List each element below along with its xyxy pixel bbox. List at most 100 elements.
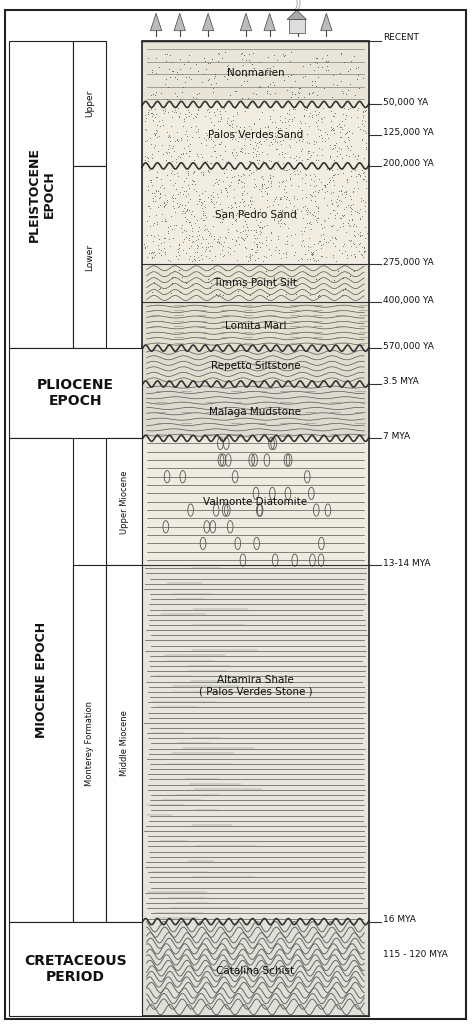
Point bbox=[295, 166, 302, 182]
Point bbox=[205, 270, 212, 287]
Point bbox=[153, 214, 160, 230]
Point bbox=[232, 199, 240, 215]
Point bbox=[306, 142, 313, 159]
Point bbox=[271, 190, 279, 207]
Point bbox=[149, 86, 157, 102]
Point bbox=[312, 208, 319, 224]
Point bbox=[186, 248, 193, 264]
Text: Lower: Lower bbox=[85, 244, 95, 270]
Point bbox=[151, 109, 159, 125]
Point bbox=[347, 163, 355, 179]
Point bbox=[342, 186, 350, 203]
Point bbox=[185, 180, 193, 197]
Point bbox=[148, 61, 155, 78]
Point bbox=[330, 177, 338, 194]
Point bbox=[259, 171, 267, 187]
Point bbox=[252, 222, 260, 239]
Text: Upper: Upper bbox=[85, 90, 95, 117]
Point bbox=[173, 131, 180, 147]
Point bbox=[286, 138, 293, 155]
Point bbox=[291, 101, 298, 118]
Point bbox=[172, 204, 179, 220]
Point bbox=[150, 125, 158, 141]
Point bbox=[358, 132, 366, 148]
Point bbox=[180, 230, 187, 247]
Point bbox=[214, 175, 222, 191]
Point bbox=[194, 62, 201, 79]
Point bbox=[219, 248, 227, 264]
Point bbox=[285, 220, 292, 237]
Point bbox=[252, 176, 259, 193]
Point bbox=[313, 210, 321, 226]
Point bbox=[337, 210, 345, 226]
Point bbox=[246, 252, 254, 268]
Point bbox=[315, 288, 322, 304]
Point bbox=[181, 139, 188, 156]
Point bbox=[272, 85, 279, 101]
Point bbox=[199, 166, 207, 182]
Point bbox=[256, 219, 263, 236]
Point bbox=[213, 185, 221, 202]
Point bbox=[174, 242, 182, 258]
Point bbox=[176, 90, 184, 106]
Point bbox=[340, 218, 347, 234]
Point bbox=[174, 250, 182, 266]
Point bbox=[253, 237, 260, 253]
Bar bbox=[73, 565, 106, 922]
Point bbox=[215, 233, 222, 250]
Point bbox=[215, 172, 223, 188]
Point bbox=[245, 253, 252, 269]
Point bbox=[146, 218, 154, 234]
Point bbox=[352, 60, 359, 77]
Point bbox=[356, 228, 364, 245]
Text: CRETACEOUS
PERIOD: CRETACEOUS PERIOD bbox=[25, 953, 127, 984]
Point bbox=[184, 52, 192, 69]
Point bbox=[277, 191, 284, 208]
Point bbox=[240, 198, 248, 214]
Point bbox=[225, 245, 232, 261]
Point bbox=[337, 182, 344, 199]
Point bbox=[284, 68, 292, 84]
Point bbox=[152, 169, 159, 185]
Point bbox=[180, 182, 188, 199]
Point bbox=[248, 276, 256, 293]
Point bbox=[212, 75, 219, 91]
Point bbox=[318, 130, 326, 146]
Point bbox=[300, 222, 307, 239]
Point bbox=[345, 140, 352, 157]
Point bbox=[318, 248, 326, 264]
Point bbox=[318, 111, 326, 127]
Point bbox=[312, 194, 319, 210]
Point bbox=[353, 71, 361, 87]
Point bbox=[166, 133, 174, 150]
Point bbox=[259, 253, 267, 269]
Point bbox=[192, 232, 199, 249]
Point bbox=[172, 269, 179, 286]
Point bbox=[211, 248, 219, 264]
Text: San Pedro Sand: San Pedro Sand bbox=[215, 210, 296, 220]
Point bbox=[331, 272, 338, 289]
Point bbox=[178, 179, 186, 196]
Point bbox=[217, 209, 224, 225]
Point bbox=[317, 248, 324, 264]
Point bbox=[285, 161, 293, 177]
Point bbox=[255, 272, 263, 289]
Point bbox=[231, 82, 239, 98]
Point bbox=[170, 190, 177, 207]
Point bbox=[281, 145, 289, 162]
Point bbox=[304, 144, 311, 161]
Point bbox=[330, 108, 337, 124]
Point bbox=[145, 208, 153, 224]
Point bbox=[304, 151, 311, 167]
Point bbox=[193, 212, 201, 228]
Point bbox=[208, 228, 215, 245]
Point bbox=[184, 165, 192, 181]
Point bbox=[328, 196, 336, 212]
Point bbox=[178, 269, 185, 286]
Point bbox=[199, 74, 206, 90]
Point bbox=[191, 176, 199, 193]
Point bbox=[178, 224, 186, 241]
Point bbox=[347, 232, 354, 249]
Point bbox=[202, 132, 210, 148]
Point bbox=[343, 173, 351, 189]
